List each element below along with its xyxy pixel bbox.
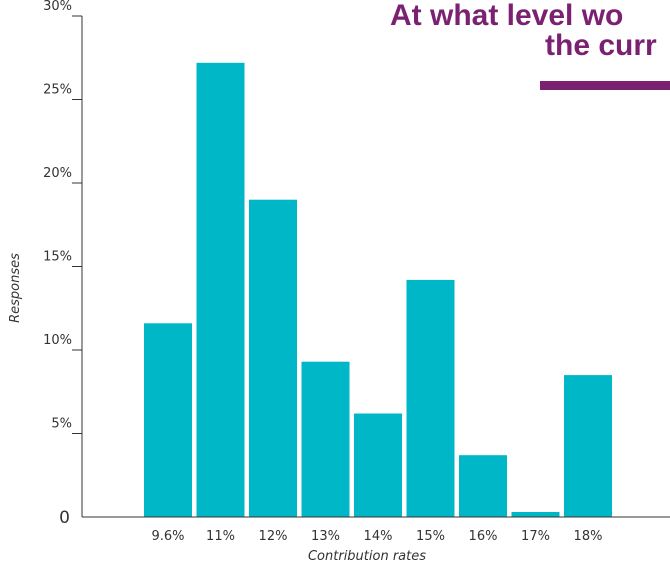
y-tick-label: 30% bbox=[43, 0, 72, 14]
x-tick-label: 16% bbox=[469, 529, 498, 544]
x-ticks-group: 9.6% 11% 12% 13% 14% 15% 16% 17% 18% bbox=[151, 529, 602, 544]
y-tick-label: 20% bbox=[43, 166, 72, 181]
chart-title-line-2: the curr bbox=[545, 29, 657, 62]
bar-7 bbox=[459, 455, 507, 517]
y-tick-label: 0 bbox=[59, 508, 70, 528]
bar-6 bbox=[406, 279, 455, 517]
x-tick-label: 12% bbox=[259, 529, 288, 544]
x-tick-label: 18% bbox=[574, 529, 603, 544]
title-underline bbox=[540, 81, 670, 90]
bar-8 bbox=[511, 512, 560, 517]
bar-1 bbox=[144, 323, 192, 517]
x-tick-label: 15% bbox=[416, 529, 445, 544]
y-tick-label: 10% bbox=[43, 333, 72, 348]
bars-group bbox=[144, 62, 612, 518]
y-tick-label: 25% bbox=[43, 83, 72, 98]
x-tick-label: 11% bbox=[206, 529, 235, 544]
x-tick-label: 13% bbox=[311, 529, 340, 544]
y-tick-label: 5% bbox=[51, 417, 72, 432]
y-axis-title: Responses bbox=[8, 253, 23, 323]
bar-4 bbox=[301, 361, 350, 517]
x-tick-label: 17% bbox=[521, 529, 550, 544]
bar-9 bbox=[564, 375, 612, 517]
chart-title-line-1: At what level wo bbox=[390, 0, 623, 32]
x-tick-label: 14% bbox=[364, 529, 393, 544]
x-axis-title: Contribution rates bbox=[308, 549, 426, 562]
y-tick-label: 15% bbox=[43, 250, 72, 265]
bar-2 bbox=[196, 62, 245, 518]
x-tick-label: 9.6% bbox=[151, 529, 184, 544]
y-ticks-group: 0 5% 10% 15% 20% 25% 30% bbox=[43, 0, 82, 528]
bar-5 bbox=[354, 413, 402, 517]
bar-3 bbox=[249, 199, 297, 517]
